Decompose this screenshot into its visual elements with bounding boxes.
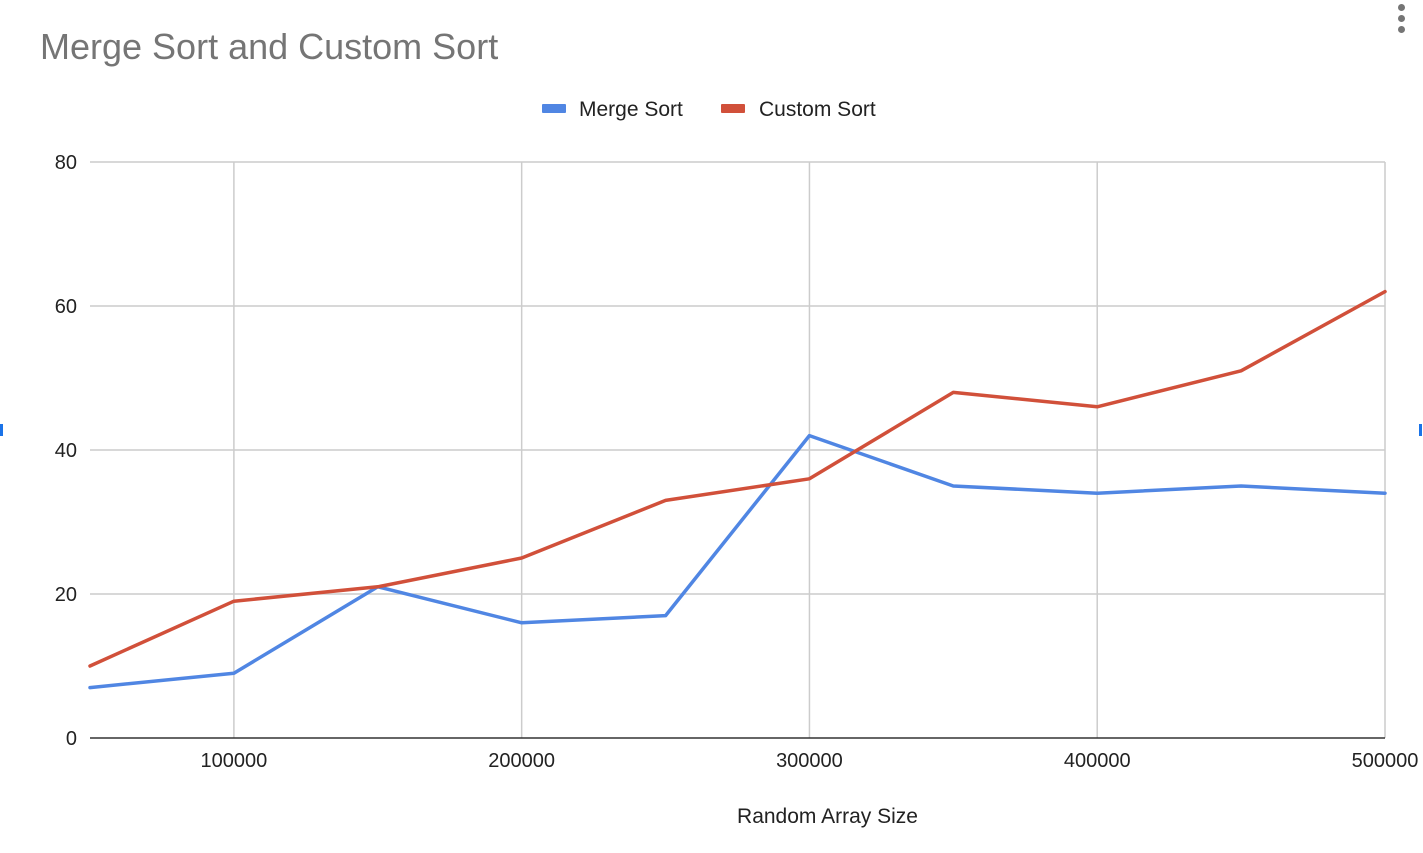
legend-swatch [542, 104, 566, 113]
legend-label: Custom Sort [759, 98, 876, 121]
grid [90, 162, 1385, 738]
y-tick-label: 60 [55, 296, 77, 318]
x-tick-label: 400000 [1064, 750, 1131, 772]
x-tick-label: 100000 [201, 750, 268, 772]
series-line-merge-sort [90, 436, 1385, 688]
x-tick-label: 300000 [776, 750, 843, 772]
y-tick-label: 0 [66, 728, 77, 750]
legend: Merge Sort Custom Sort [542, 98, 876, 121]
y-tick-label: 20 [55, 584, 77, 606]
series-lines [90, 292, 1385, 688]
legend-swatch [721, 104, 745, 113]
x-tick-label: 500000 [1352, 750, 1419, 772]
y-tick-label: 80 [55, 152, 77, 174]
legend-label: Merge Sort [579, 98, 683, 121]
y-tick-label: 40 [55, 440, 77, 462]
x-axis-title: Random Array Size [737, 805, 918, 828]
axes: 0 20 40 60 80 100000 200000 300000 400000 500000 [55, 152, 1419, 772]
x-tick-label: 200000 [488, 750, 555, 772]
series-line-custom-sort [90, 292, 1385, 666]
